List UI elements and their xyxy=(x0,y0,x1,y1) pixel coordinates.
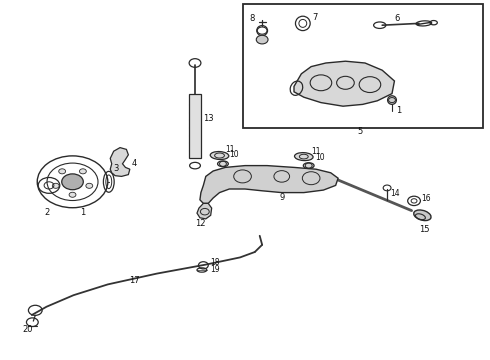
Ellipse shape xyxy=(218,161,228,167)
Text: 11: 11 xyxy=(225,145,235,154)
Text: 3: 3 xyxy=(114,164,119,173)
Text: 15: 15 xyxy=(418,225,429,234)
Text: 1: 1 xyxy=(80,208,85,217)
Text: 9: 9 xyxy=(279,193,284,202)
Circle shape xyxy=(59,169,66,174)
Circle shape xyxy=(62,174,83,190)
Text: 16: 16 xyxy=(421,194,431,203)
Text: 11: 11 xyxy=(312,147,321,156)
Ellipse shape xyxy=(303,163,314,168)
Text: 5: 5 xyxy=(358,127,363,136)
Bar xyxy=(189,94,201,158)
Circle shape xyxy=(256,35,268,44)
Polygon shape xyxy=(197,203,212,219)
Circle shape xyxy=(52,183,59,188)
Text: 1: 1 xyxy=(396,107,401,116)
Text: 14: 14 xyxy=(391,189,400,198)
Polygon shape xyxy=(110,148,130,176)
Polygon shape xyxy=(294,61,394,106)
Text: 12: 12 xyxy=(195,220,205,229)
Text: 19: 19 xyxy=(210,266,220,274)
Text: 10: 10 xyxy=(229,150,239,159)
Circle shape xyxy=(79,169,86,174)
Text: 8: 8 xyxy=(249,14,254,23)
Text: 20: 20 xyxy=(22,325,33,334)
Ellipse shape xyxy=(414,210,431,221)
Circle shape xyxy=(86,183,93,188)
Text: 2: 2 xyxy=(45,208,49,217)
Text: 4: 4 xyxy=(131,159,137,168)
Ellipse shape xyxy=(388,96,396,104)
Text: 7: 7 xyxy=(313,13,318,22)
Bar xyxy=(243,4,483,128)
Text: 10: 10 xyxy=(316,153,325,162)
Text: 17: 17 xyxy=(129,276,140,285)
Ellipse shape xyxy=(210,152,229,159)
Text: 13: 13 xyxy=(203,114,214,123)
Circle shape xyxy=(69,192,76,197)
Text: 18: 18 xyxy=(210,258,219,266)
Text: 6: 6 xyxy=(394,14,399,23)
Polygon shape xyxy=(200,166,338,203)
Ellipse shape xyxy=(294,153,313,161)
